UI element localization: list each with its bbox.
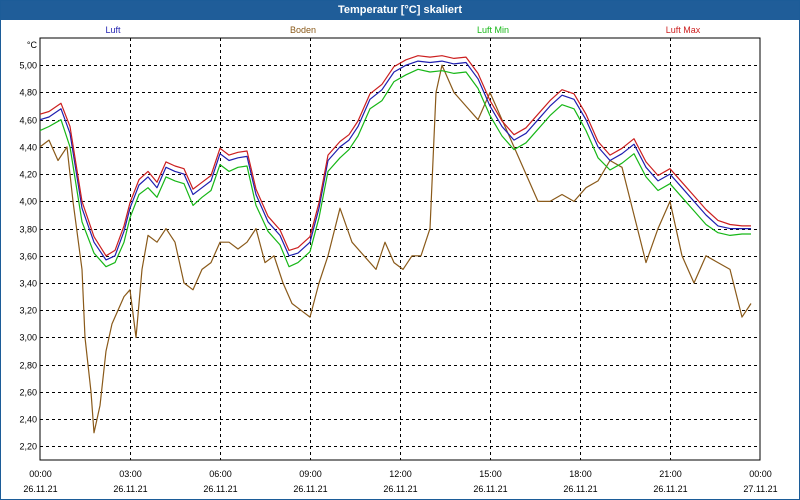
x-tick-time: 18:00 — [569, 469, 592, 479]
series-line-boden — [39, 64, 752, 434]
y-tick-label: 4,00 — [19, 197, 37, 207]
legend-item: Luft Max — [666, 25, 701, 35]
x-tick-date: 26.11.21 — [473, 484, 507, 494]
y-tick-label: 3,60 — [19, 252, 37, 262]
y-tick-label: 3,80 — [19, 225, 37, 235]
x-tick-time: 03:00 — [119, 469, 142, 479]
x-tick-date: 26.11.21 — [113, 484, 147, 494]
x-tick-date: 26.11.21 — [383, 484, 417, 494]
y-tick-label: 3,00 — [19, 333, 37, 343]
x-tick-date: 26.11.21 — [293, 484, 327, 494]
y-tick-label: 4,40 — [19, 143, 37, 153]
x-tick-time: 00:00 — [29, 469, 52, 479]
legend-item: Boden — [290, 25, 316, 35]
x-tick-time: 12:00 — [389, 469, 412, 479]
y-tick-label: 2,60 — [19, 388, 37, 398]
series-line-luft — [39, 60, 751, 261]
legend-item: Luft Min — [477, 25, 509, 35]
x-tick-date: 26.11.21 — [23, 484, 57, 494]
x-tick-date: 26.11.21 — [653, 484, 687, 494]
x-tick-time: 15:00 — [479, 469, 502, 479]
y-tick-label: 2,20 — [19, 442, 37, 452]
y-tick-label: 3,40 — [19, 279, 37, 289]
y-axis-unit: °C — [27, 40, 38, 50]
y-tick-label: 3,20 — [19, 306, 37, 316]
y-tick-label: 5,00 — [19, 61, 37, 71]
x-tick-time: 00:00 — [749, 469, 772, 479]
x-tick-date: 27.11.21 — [743, 484, 777, 494]
series-line-luft-max — [39, 55, 751, 257]
x-tick-time: 21:00 — [659, 469, 682, 479]
x-tick-time: 09:00 — [299, 469, 322, 479]
y-tick-label: 2,80 — [19, 361, 37, 371]
legend-item: Luft — [105, 25, 121, 35]
y-tick-label: 4,60 — [19, 116, 37, 126]
series-line-luft-min — [39, 68, 751, 268]
chart-title: Temperatur [°C] skaliert — [1, 1, 799, 20]
x-tick-time: 06:00 — [209, 469, 232, 479]
y-tick-label: 4,80 — [19, 88, 37, 98]
y-tick-label: 2,40 — [19, 415, 37, 425]
x-tick-date: 26.11.21 — [563, 484, 597, 494]
y-tick-label: 4,20 — [19, 170, 37, 180]
x-tick-date: 26.11.21 — [203, 484, 237, 494]
